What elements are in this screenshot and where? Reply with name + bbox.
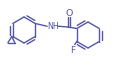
Text: NH: NH [47,22,59,31]
Text: F: F [70,46,75,55]
Text: O: O [65,9,73,17]
